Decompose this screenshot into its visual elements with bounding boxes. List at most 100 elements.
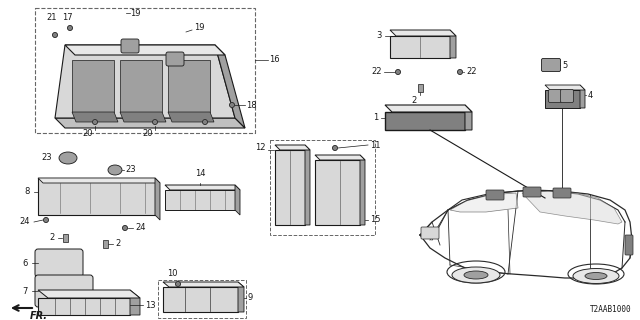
FancyBboxPatch shape <box>486 190 504 200</box>
Polygon shape <box>38 290 140 298</box>
Polygon shape <box>38 178 160 183</box>
Polygon shape <box>275 145 310 150</box>
Text: 9: 9 <box>248 293 253 302</box>
Circle shape <box>333 146 337 150</box>
Bar <box>417 84 422 92</box>
Polygon shape <box>168 112 214 122</box>
Circle shape <box>152 119 157 124</box>
Bar <box>102 240 108 248</box>
Polygon shape <box>130 290 140 315</box>
Polygon shape <box>315 160 360 225</box>
Text: 21: 21 <box>47 13 57 22</box>
Text: 24: 24 <box>135 223 145 233</box>
Circle shape <box>67 26 72 30</box>
Text: 17: 17 <box>61 13 72 22</box>
Polygon shape <box>168 60 210 112</box>
FancyBboxPatch shape <box>166 52 184 66</box>
Text: 11: 11 <box>370 140 381 149</box>
Circle shape <box>52 33 58 37</box>
Text: 3: 3 <box>376 31 382 41</box>
FancyBboxPatch shape <box>35 249 83 277</box>
Polygon shape <box>55 118 245 128</box>
Polygon shape <box>235 185 240 215</box>
Polygon shape <box>465 105 472 130</box>
Text: 19: 19 <box>194 23 205 33</box>
Circle shape <box>230 102 234 108</box>
Polygon shape <box>545 85 585 90</box>
Circle shape <box>122 226 127 230</box>
Polygon shape <box>163 287 238 312</box>
Polygon shape <box>315 155 365 160</box>
Polygon shape <box>545 90 580 108</box>
Polygon shape <box>72 112 118 122</box>
Polygon shape <box>155 178 160 220</box>
Bar <box>35 8 255 133</box>
Text: 2: 2 <box>412 96 417 105</box>
Text: 22: 22 <box>466 68 477 76</box>
Circle shape <box>93 119 97 124</box>
Polygon shape <box>238 282 244 312</box>
Ellipse shape <box>59 152 77 164</box>
Ellipse shape <box>585 273 607 279</box>
Polygon shape <box>38 298 130 315</box>
Polygon shape <box>390 30 456 36</box>
Ellipse shape <box>452 267 500 283</box>
Polygon shape <box>580 85 585 108</box>
Text: 23: 23 <box>42 154 52 163</box>
Text: T2AAB1000: T2AAB1000 <box>590 305 632 314</box>
Polygon shape <box>522 191 622 224</box>
Text: 18: 18 <box>246 100 257 109</box>
Text: 15: 15 <box>370 215 381 225</box>
Polygon shape <box>65 45 225 55</box>
Text: 14: 14 <box>195 169 205 178</box>
Text: 20: 20 <box>143 129 153 138</box>
Polygon shape <box>385 112 465 130</box>
Circle shape <box>458 69 463 75</box>
Ellipse shape <box>573 268 619 284</box>
Polygon shape <box>390 36 450 58</box>
Polygon shape <box>120 112 166 122</box>
Polygon shape <box>305 145 310 225</box>
Text: 19: 19 <box>130 9 141 18</box>
Ellipse shape <box>464 271 488 279</box>
Text: 5: 5 <box>562 60 567 69</box>
Text: 1: 1 <box>372 114 378 123</box>
Text: 8: 8 <box>24 188 30 196</box>
Polygon shape <box>163 282 244 287</box>
FancyBboxPatch shape <box>548 90 561 102</box>
FancyBboxPatch shape <box>553 188 571 198</box>
Polygon shape <box>450 30 456 58</box>
FancyBboxPatch shape <box>421 227 439 239</box>
Polygon shape <box>450 193 518 212</box>
Bar <box>158 280 246 318</box>
Polygon shape <box>275 150 305 225</box>
Bar <box>270 140 375 235</box>
Text: FR.: FR. <box>30 311 48 320</box>
Polygon shape <box>72 60 114 112</box>
Polygon shape <box>38 178 155 215</box>
FancyBboxPatch shape <box>625 235 633 255</box>
FancyBboxPatch shape <box>35 275 93 307</box>
Polygon shape <box>165 190 235 210</box>
FancyBboxPatch shape <box>541 59 561 71</box>
Text: 16: 16 <box>269 55 280 65</box>
Polygon shape <box>360 155 365 225</box>
Text: 12: 12 <box>255 143 266 153</box>
Circle shape <box>44 218 49 222</box>
Bar <box>63 234 67 242</box>
Circle shape <box>175 282 180 286</box>
Text: 2: 2 <box>50 234 55 243</box>
Text: 2: 2 <box>115 239 120 249</box>
Text: 4: 4 <box>588 91 593 100</box>
Circle shape <box>202 119 207 124</box>
Text: 7: 7 <box>22 286 28 295</box>
FancyBboxPatch shape <box>121 39 139 53</box>
Text: 22: 22 <box>371 68 382 76</box>
Text: 6: 6 <box>22 259 28 268</box>
Circle shape <box>396 69 401 75</box>
Polygon shape <box>120 60 162 112</box>
Text: 10: 10 <box>167 269 177 278</box>
FancyBboxPatch shape <box>561 90 573 102</box>
Ellipse shape <box>108 165 122 175</box>
Text: 24: 24 <box>19 218 30 227</box>
